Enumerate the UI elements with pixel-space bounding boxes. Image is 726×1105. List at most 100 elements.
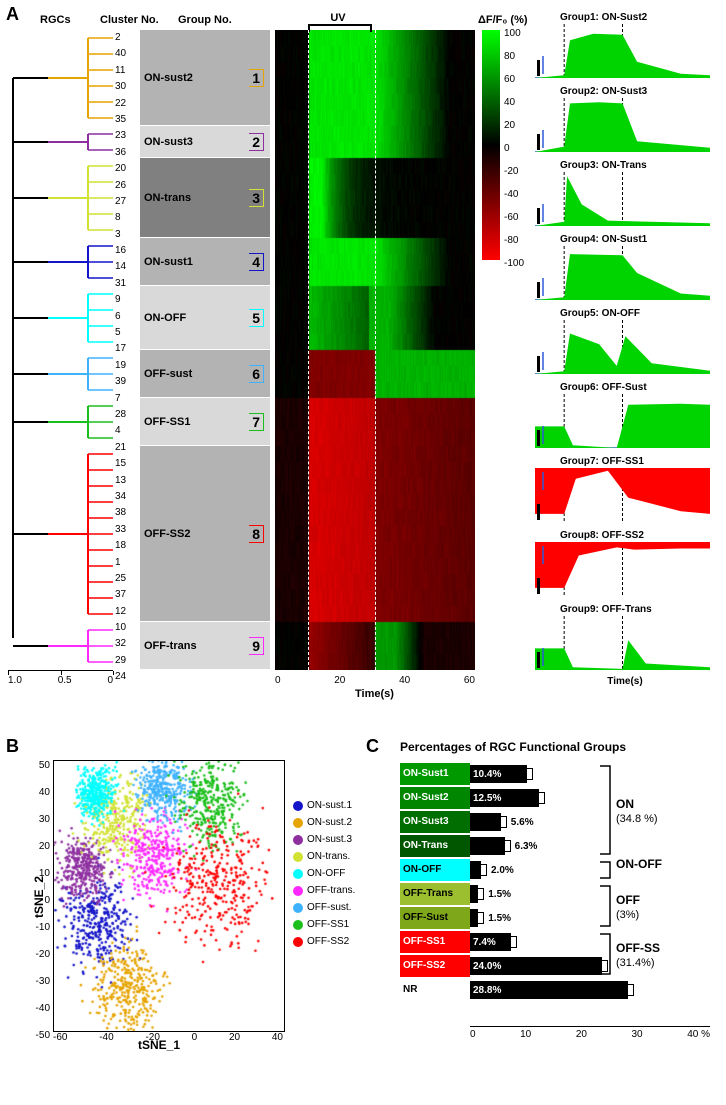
- cluster-number-column: 2401130223523362026278316143196517193972…: [115, 30, 137, 670]
- group-name: ON-sust3: [144, 136, 193, 148]
- bar-label: OFF-Sust: [400, 907, 470, 929]
- dendrogram-scale: 1.00.50: [8, 670, 113, 686]
- group-box: ON-sust21: [140, 30, 270, 126]
- cluster-number: 38: [115, 505, 137, 521]
- error-bar: [477, 888, 484, 900]
- group-number: 1: [249, 69, 264, 87]
- group-box: OFF-SS2 8: [140, 446, 270, 622]
- bar-label: OFF-SS2: [400, 955, 470, 977]
- cluster-number: 8: [115, 210, 137, 226]
- cluster-number: 11: [115, 63, 137, 79]
- bar-value: 2.0%: [491, 865, 514, 876]
- group-name: OFF-sust: [144, 368, 192, 380]
- bar-value: 24.0%: [473, 961, 501, 972]
- tsne-legend: ON-sust.1ON-sust.2ON-sust.3ON-trans.ON-O…: [293, 800, 355, 953]
- cluster-number: 1: [115, 555, 137, 571]
- group-box: OFF-SS1 7: [140, 398, 270, 446]
- error-bar: [504, 840, 511, 852]
- trace-column: Group1: ON-Sust2Group2: ON-Sust3Group3: …: [535, 14, 715, 694]
- group-number: 2: [249, 133, 264, 151]
- bar-value: 28.8%: [473, 985, 501, 996]
- group-name: OFF-SS2: [144, 528, 190, 540]
- trace-title: Group1: ON-Sust2: [560, 12, 647, 23]
- error-bar: [500, 816, 507, 828]
- colorbar-label: ΔF/F₀ (%): [478, 14, 528, 26]
- colorbar: [482, 30, 500, 260]
- group-name: OFF-SS1: [144, 416, 190, 428]
- trace-title: Group3: ON-Trans: [560, 160, 647, 171]
- cluster-number: 36: [115, 145, 137, 161]
- cluster-number: 2: [115, 30, 137, 46]
- cluster-number: 12: [115, 604, 137, 620]
- error-bar: [538, 792, 545, 804]
- legend-item: OFF-SS1: [293, 919, 355, 930]
- cluster-number: 13: [115, 473, 137, 489]
- cluster-number: 39: [115, 374, 137, 390]
- panel-c-title: Percentages of RGC Functional Groups: [400, 740, 626, 754]
- bar-brackets: ON(34.8 %)ON-OFFOFF(3%)OFF-SS(31.4%): [600, 762, 726, 1022]
- group-name: ON-OFF: [144, 312, 186, 324]
- error-bar: [477, 912, 484, 924]
- group-number: 6: [249, 365, 264, 383]
- group-box: ON-sust14: [140, 238, 270, 286]
- tsne-scatter: [53, 760, 285, 1032]
- bar: 10.4%: [470, 765, 527, 783]
- bar-label: OFF-Trans: [400, 883, 470, 905]
- trace-title: Group5: ON-OFF: [560, 308, 640, 319]
- cluster-number: 19: [115, 358, 137, 374]
- group-number: 7: [249, 413, 264, 431]
- group-name: OFF-trans: [144, 640, 197, 652]
- cluster-number: 32: [115, 636, 137, 652]
- group-number: 8: [249, 525, 264, 543]
- bar-value: 7.4%: [473, 937, 496, 948]
- cluster-number: 33: [115, 522, 137, 538]
- cluster-number: 3: [115, 227, 137, 243]
- trace-title: Group9: OFF-Trans: [560, 604, 652, 615]
- trace-title: Group6: OFF-Sust: [560, 382, 647, 393]
- bar-xticks: 010203040 %: [470, 1026, 710, 1040]
- bar-value: 1.5%: [488, 889, 511, 900]
- trace: Group1: ON-Sust2: [535, 14, 710, 80]
- cluster-number: 31: [115, 276, 137, 292]
- svg-text:ON-OFF: ON-OFF: [616, 857, 662, 871]
- trace-title: Group7: OFF-SS1: [560, 456, 644, 467]
- bar-label: ON-Sust3: [400, 811, 470, 833]
- trace: Group7: OFF-SS1: [535, 458, 710, 524]
- bar-label: ON-Trans: [400, 835, 470, 857]
- group-name: ON-trans: [144, 192, 191, 204]
- cluster-number: 25: [115, 571, 137, 587]
- svg-text:OFF-SS: OFF-SS: [616, 941, 660, 955]
- bar-value: 12.5%: [473, 793, 501, 804]
- group-box: ON-trans3: [140, 158, 270, 238]
- cluster-number: 23: [115, 128, 137, 144]
- group-column: ON-sust21 ON-sust3 2 ON-trans3ON-sust14 ON-O…: [140, 30, 270, 670]
- legend-item: ON-sust.1: [293, 800, 355, 811]
- legend-item: ON-sust.3: [293, 834, 355, 845]
- trace: Group9: OFF-Trans: [535, 606, 710, 672]
- cluster-number: 20: [115, 161, 137, 177]
- group-box: ON-sust3 2: [140, 126, 270, 158]
- svg-text:(31.4%): (31.4%): [616, 957, 655, 969]
- trace-xlabel: Time(s): [535, 676, 715, 687]
- cluster-number: 6: [115, 309, 137, 325]
- bar-value: 1.5%: [488, 913, 511, 924]
- cluster-number: 34: [115, 489, 137, 505]
- bar-label: ON-OFF: [400, 859, 470, 881]
- trace-title: Group8: OFF-SS2: [560, 530, 644, 541]
- trace-title: Group4: ON-Sust1: [560, 234, 647, 245]
- cluster-number: 14: [115, 259, 137, 275]
- bar: [470, 885, 478, 903]
- uv-label: UV: [308, 12, 368, 24]
- cluster-number: 15: [115, 456, 137, 472]
- cluster-number: 29: [115, 653, 137, 669]
- cluster-number: 21: [115, 440, 137, 456]
- bar: 24.0%: [470, 957, 602, 975]
- cluster-number: 10: [115, 620, 137, 636]
- tsne-yticks: 50403020100-10-20-30-40-50: [32, 760, 50, 1057]
- bar: [470, 861, 481, 879]
- panel-a: 1.00.50 24011302235233620262783161431965…: [0, 0, 726, 720]
- legend-item: OFF-SS2: [293, 936, 355, 947]
- cluster-number: 24: [115, 669, 137, 685]
- bar: 7.4%: [470, 933, 511, 951]
- bar: [470, 837, 505, 855]
